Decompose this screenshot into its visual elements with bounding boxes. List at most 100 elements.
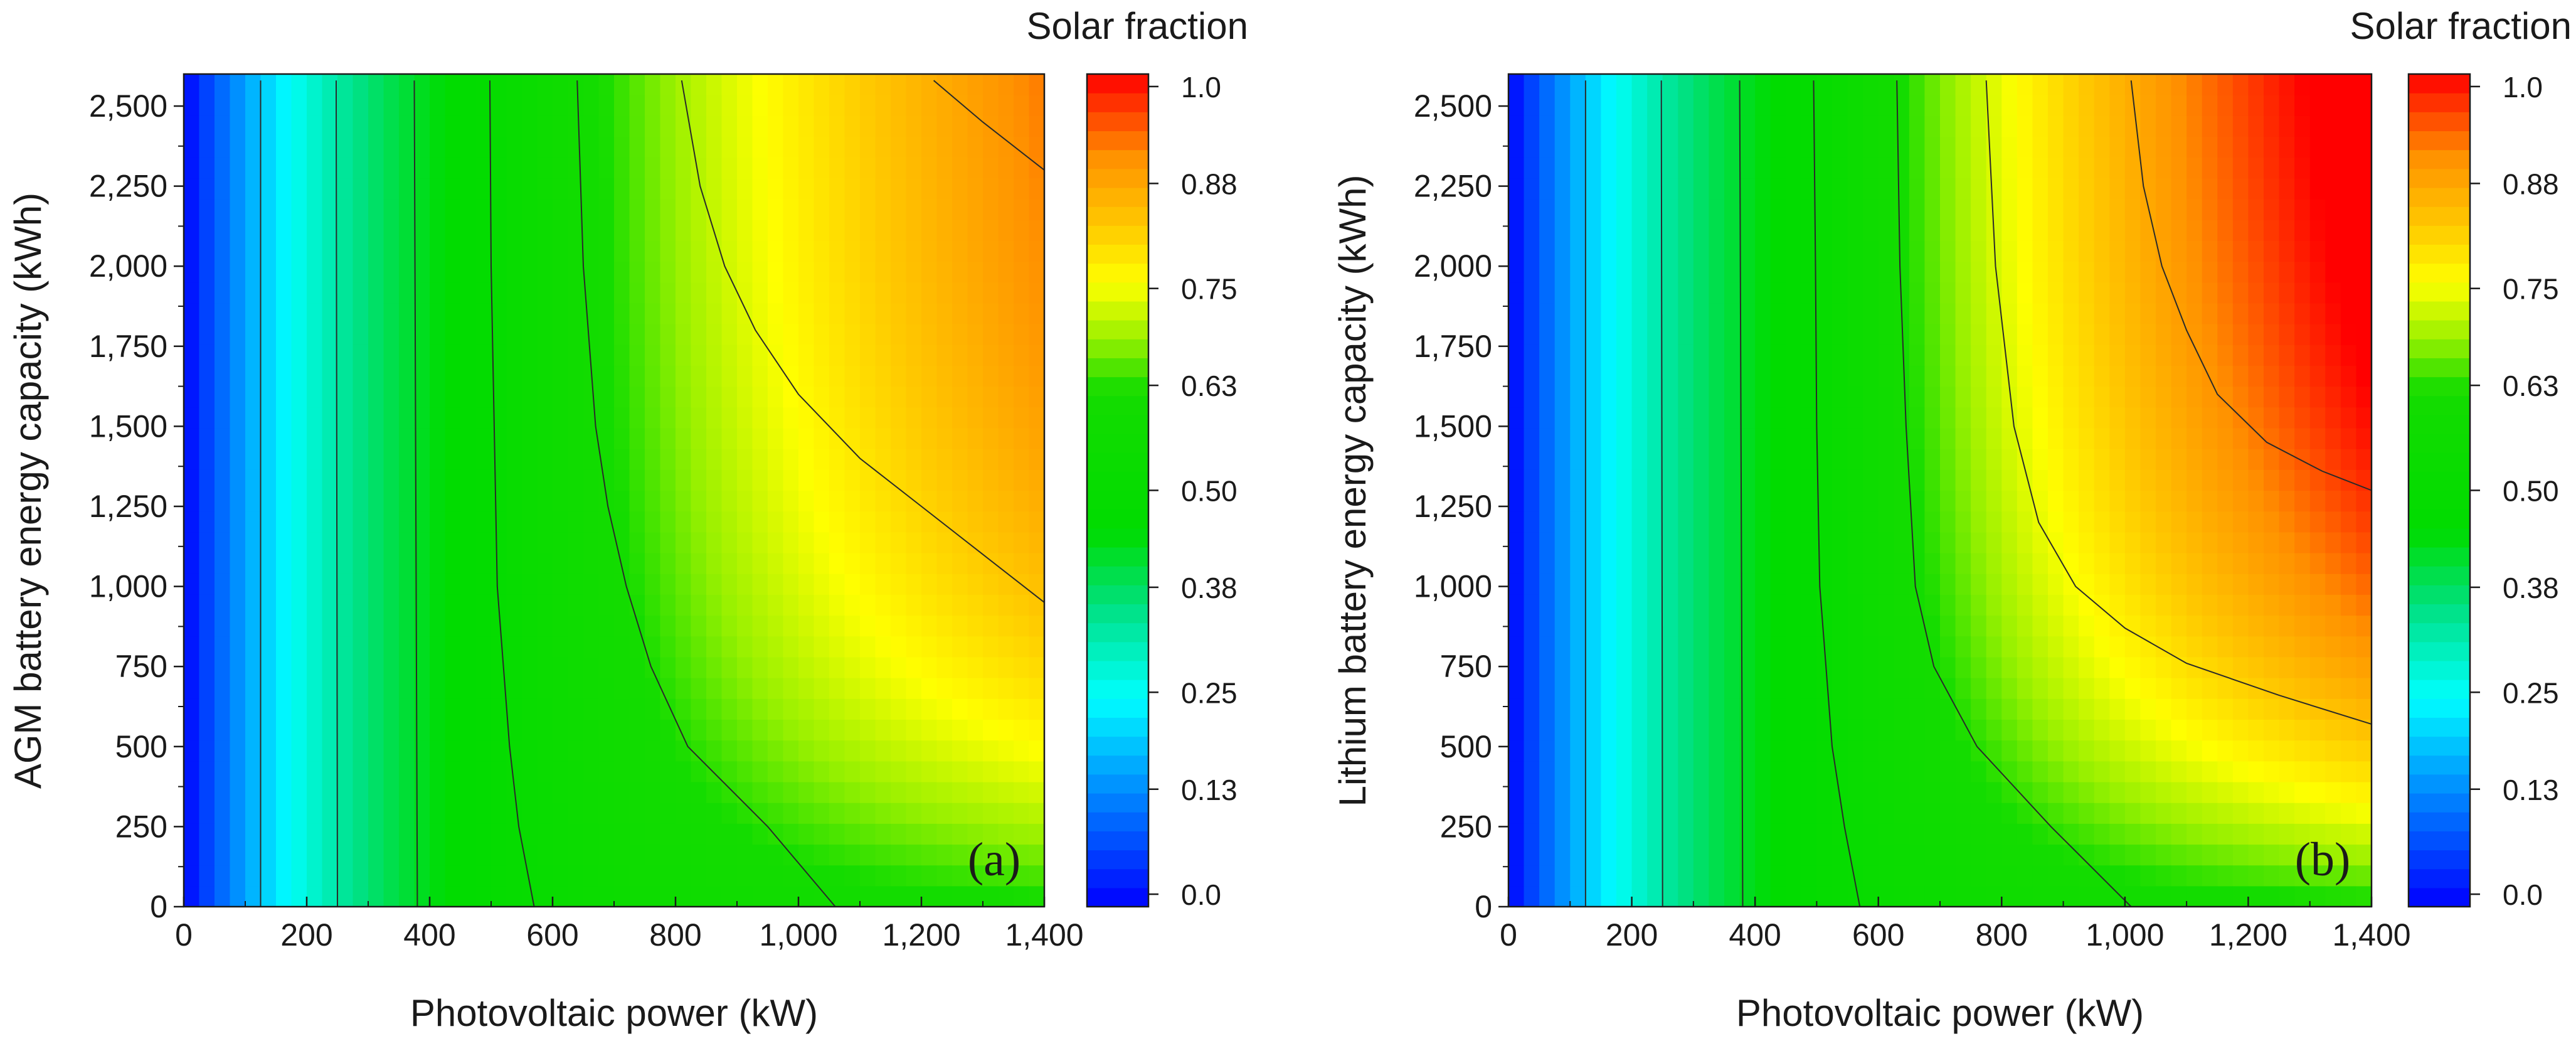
heatmap-cell: [2140, 115, 2156, 137]
heatmap-cell: [2264, 719, 2280, 741]
heatmap-cell: [2156, 449, 2172, 470]
heatmap-cell: [1662, 324, 1678, 345]
heatmap-cell: [1971, 136, 1987, 158]
heatmap-cell: [1647, 553, 1663, 574]
heatmap-cell: [2140, 885, 2156, 907]
heatmap-cell: [1616, 656, 1633, 678]
heatmap-cell: [2356, 427, 2372, 449]
heatmap-cell: [1693, 760, 1710, 782]
heatmap-cell: [2048, 136, 2064, 158]
heatmap-cell: [1693, 636, 1710, 658]
heatmap-cell: [2094, 407, 2110, 429]
heatmap-cell: [230, 302, 246, 324]
heatmap-cell: [875, 553, 891, 574]
heatmap-cell: [506, 678, 522, 699]
heatmap-cell: [768, 781, 784, 803]
heatmap-cell: [676, 261, 692, 283]
heatmap-cell: [537, 885, 553, 907]
heatmap-cell: [1631, 74, 1648, 95]
heatmap-cell: [399, 157, 415, 179]
heatmap-cell: [752, 261, 768, 283]
heatmap-cell: [399, 678, 415, 699]
heatmap-cell: [2279, 302, 2295, 324]
heatmap-cell: [598, 365, 615, 387]
heatmap-cell: [829, 136, 845, 158]
heatmap-cell: [553, 386, 569, 408]
heatmap-cell: [1029, 719, 1045, 741]
heatmap-cell: [660, 324, 676, 345]
heatmap-cell: [1940, 115, 1956, 137]
heatmap-cell: [1508, 324, 1525, 345]
heatmap-cell: [952, 698, 968, 720]
heatmap-cell: [1631, 115, 1648, 137]
heatmap-cell: [952, 760, 968, 782]
heatmap-cell: [1755, 740, 1771, 762]
heatmap-cell: [2356, 865, 2372, 887]
heatmap-cell: [2340, 678, 2357, 699]
heatmap-cell: [1986, 719, 2002, 741]
heatmap-cell: [844, 844, 861, 866]
heatmap-cell: [1631, 302, 1648, 324]
heatmap-cell: [814, 574, 830, 595]
heatmap-cell: [1878, 885, 1894, 907]
heatmap-cell: [783, 427, 799, 449]
heatmap-cell: [921, 261, 938, 283]
heatmap-cell: [1940, 574, 1956, 595]
heatmap-cell: [967, 531, 983, 553]
heatmap-cell: [1508, 678, 1525, 699]
heatmap-cell: [1570, 407, 1586, 429]
heatmap-cell: [215, 490, 231, 512]
heatmap-cell: [2063, 157, 2079, 179]
heatmap-cell: [1786, 178, 1802, 200]
heatmap-cell: [1786, 531, 1802, 553]
heatmap-cell: [783, 115, 799, 137]
heatmap-cell: [691, 760, 707, 782]
heatmap-cell: [1678, 511, 1694, 533]
heatmap-cell: [1878, 199, 1894, 220]
heatmap-cell: [798, 885, 815, 907]
heatmap-cell: [2202, 407, 2218, 429]
heatmap-cell: [798, 199, 815, 220]
heatmap-cell: [891, 594, 907, 616]
heatmap-cell: [1647, 656, 1663, 678]
heatmap-cell: [322, 740, 338, 762]
heatmap-cell: [1662, 178, 1678, 200]
heatmap-cell: [2171, 823, 2187, 845]
heatmap-cell: [936, 656, 953, 678]
heatmap-cell: [1863, 282, 1879, 304]
heatmap-cell: [676, 636, 692, 658]
heatmap-cell: [860, 365, 876, 387]
x-axis-title-b: Photovoltaic power (kW): [1736, 992, 2144, 1034]
heatmap-cell: [2356, 698, 2372, 720]
heatmap-cell: [844, 95, 861, 116]
heatmap-cell: [998, 511, 1014, 533]
heatmap-cell: [2356, 490, 2372, 512]
heatmap-cell: [768, 719, 784, 741]
heatmap-cell: [491, 636, 507, 658]
heatmap-cell: [844, 449, 861, 470]
heatmap-cell: [1847, 261, 1863, 283]
heatmap-cell: [383, 511, 400, 533]
heatmap-cell: [230, 365, 246, 387]
heatmap-cell: [2279, 178, 2295, 200]
heatmap-cell: [1847, 553, 1863, 574]
heatmap-cell: [2079, 282, 2095, 304]
heatmap-cell: [1863, 490, 1879, 512]
heatmap-cell: [1693, 781, 1710, 803]
colorbar-band: [1087, 225, 1148, 245]
heatmap-cell: [199, 740, 215, 762]
heatmap-cell: [936, 719, 953, 741]
heatmap-cell: [1647, 594, 1663, 616]
heatmap-cell: [1631, 656, 1648, 678]
heatmap-cell: [814, 781, 830, 803]
heatmap-cell: [1832, 865, 1848, 887]
heatmap-cell: [721, 865, 738, 887]
heatmap-cell: [1678, 865, 1694, 887]
heatmap-cell: [399, 344, 415, 366]
heatmap-cell: [706, 407, 723, 429]
heatmap-cell: [936, 885, 953, 907]
heatmap-cell: [2309, 302, 2326, 324]
heatmap-cell: [768, 386, 784, 408]
heatmap-cell: [414, 178, 430, 200]
heatmap-cell: [1863, 344, 1879, 366]
